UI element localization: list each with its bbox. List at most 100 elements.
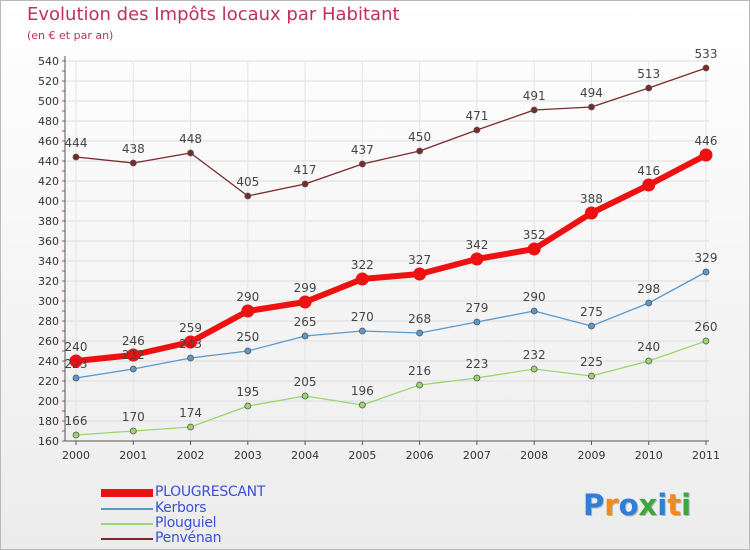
data-label: 268 xyxy=(408,312,431,326)
y-tick-label: 280 xyxy=(38,315,59,328)
data-point xyxy=(702,337,710,345)
data-label: 170 xyxy=(122,410,145,424)
series-line xyxy=(75,67,707,197)
series-line xyxy=(75,340,707,436)
data-label: 417 xyxy=(294,163,317,177)
x-tick-label: 2001 xyxy=(119,449,147,462)
series-kerbors xyxy=(72,268,710,382)
data-point xyxy=(298,295,312,309)
series-lines xyxy=(69,64,713,439)
data-point xyxy=(187,423,194,431)
data-point xyxy=(187,354,194,362)
data-point xyxy=(645,299,653,307)
data-label: 446 xyxy=(695,134,718,148)
y-tick-label: 320 xyxy=(38,275,59,288)
data-label: 232 xyxy=(523,348,546,362)
data-point xyxy=(129,427,137,435)
legend-label: Kerbors xyxy=(155,500,207,516)
data-label: 265 xyxy=(294,315,317,329)
data-label: 240 xyxy=(637,340,660,354)
series-plouguiel xyxy=(72,337,710,439)
data-labels: 444 438 448 405 417 437 450 471 491 494 513 533 223 2… xyxy=(65,47,718,428)
data-point xyxy=(473,126,481,134)
x-tick-label: 2010 xyxy=(635,449,663,462)
data-label: 416 xyxy=(637,164,660,178)
data-label: 174 xyxy=(179,406,202,420)
legend-swatch xyxy=(101,489,153,497)
legend-label: PLOUGRESCANT xyxy=(155,484,266,500)
x-tick-labels: 2000 2001 2002 2003 2004 2005 2006 2007 2008 2009… xyxy=(62,449,720,462)
y-tick-label: 480 xyxy=(38,115,59,128)
axes xyxy=(62,56,709,445)
data-label: 327 xyxy=(408,253,431,267)
x-tick-label: 2004 xyxy=(291,449,319,462)
data-label: 225 xyxy=(580,355,603,369)
data-point xyxy=(129,159,137,167)
x-tick-label: 2005 xyxy=(348,449,376,462)
data-label: 437 xyxy=(351,143,374,157)
data-point xyxy=(702,268,710,276)
data-label: 275 xyxy=(580,305,603,319)
data-point xyxy=(702,64,710,72)
data-label: 513 xyxy=(637,67,660,81)
data-point xyxy=(301,180,309,188)
data-label: 240 xyxy=(65,340,88,354)
data-point xyxy=(473,318,481,326)
y-tick-label: 540 xyxy=(38,55,59,68)
data-label: 195 xyxy=(236,385,259,399)
series-penvénan xyxy=(72,64,710,200)
series-line xyxy=(75,271,707,379)
data-label: 279 xyxy=(465,301,488,315)
data-point xyxy=(530,106,538,114)
data-point xyxy=(301,332,309,340)
y-tick-label: 380 xyxy=(38,215,59,228)
data-point xyxy=(699,148,713,162)
data-label: 250 xyxy=(236,330,259,344)
legend-swatch xyxy=(101,508,153,510)
y-tick-label: 460 xyxy=(38,135,59,148)
legend-swatch xyxy=(101,523,153,525)
data-point xyxy=(588,372,595,380)
data-point xyxy=(416,147,424,155)
chart-title: Evolution des Impôts locaux par Habitant xyxy=(27,4,400,25)
grid-lines xyxy=(65,60,709,442)
data-point xyxy=(301,392,309,400)
data-point xyxy=(584,206,598,220)
x-tick-label: 2006 xyxy=(406,449,434,462)
data-point xyxy=(69,354,83,368)
data-point xyxy=(129,365,137,373)
x-tick-label: 2000 xyxy=(62,449,90,462)
data-point xyxy=(530,307,538,315)
data-label: 448 xyxy=(179,132,202,146)
data-label: 405 xyxy=(236,175,259,189)
data-label: 438 xyxy=(122,142,145,156)
series-plougrescant xyxy=(69,148,713,368)
data-label: 491 xyxy=(523,89,546,103)
series-line xyxy=(73,152,709,364)
data-point xyxy=(244,402,252,410)
x-tick-label: 2011 xyxy=(692,449,720,462)
data-point xyxy=(413,267,427,281)
data-label: 533 xyxy=(695,47,718,61)
data-point xyxy=(416,329,424,337)
data-label: 243 xyxy=(179,337,202,351)
data-label: 299 xyxy=(294,281,317,295)
data-point xyxy=(244,347,252,355)
data-label: 290 xyxy=(523,290,546,304)
data-label: 216 xyxy=(408,364,431,378)
data-label: 246 xyxy=(122,334,145,348)
data-point xyxy=(358,401,366,409)
data-label: 166 xyxy=(65,414,88,428)
data-point xyxy=(241,304,255,318)
proxiti-logo: Proxiti xyxy=(583,488,692,522)
data-point xyxy=(72,431,80,439)
y-tick-label: 160 xyxy=(38,435,59,448)
data-point xyxy=(126,348,140,362)
data-label: 298 xyxy=(637,282,660,296)
data-label: 494 xyxy=(580,86,603,100)
data-point xyxy=(642,178,656,192)
x-tick-label: 2009 xyxy=(577,449,605,462)
y-tick-label: 180 xyxy=(38,415,59,428)
